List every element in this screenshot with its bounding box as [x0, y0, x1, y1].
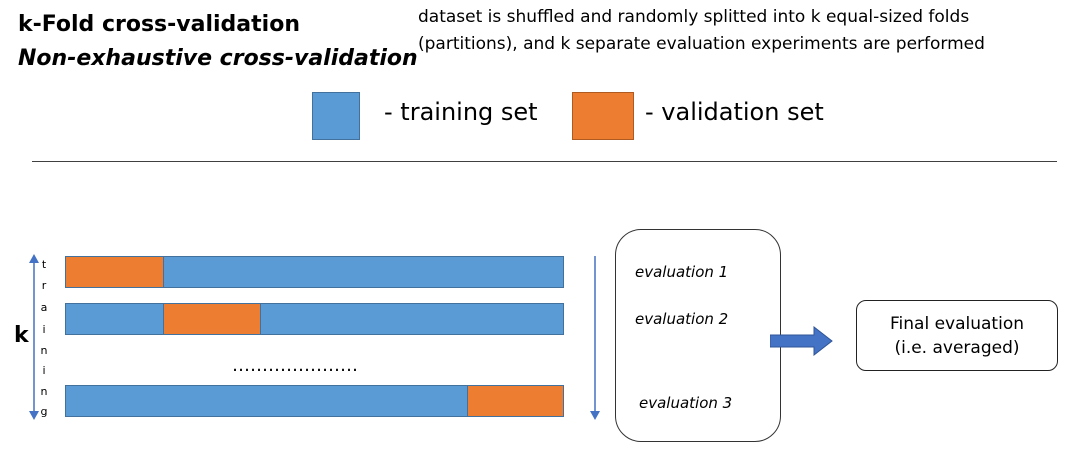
evaluation-2-label: evaluation 2	[635, 310, 729, 328]
final-evaluation-line-1: Final evaluation	[890, 313, 1024, 334]
fold-row-2	[65, 303, 564, 335]
training-folds	[261, 304, 563, 334]
vertical-letter: t	[41, 258, 47, 271]
legend-validation-label: - validation set	[645, 98, 824, 126]
fold-row-1	[65, 256, 564, 288]
ellipsis-dots: …………………	[232, 355, 358, 376]
right-arrow	[770, 326, 833, 356]
k-label: k	[14, 323, 29, 348]
legend-validation-swatch	[572, 92, 634, 140]
vertical-letter: i	[42, 323, 46, 336]
evaluation-1-label: evaluation 1	[635, 263, 729, 281]
validation-fold	[163, 304, 261, 334]
evaluation-3-label: evaluation 3	[639, 394, 733, 412]
divider-line	[32, 161, 1057, 162]
legend-training-swatch	[312, 92, 360, 140]
vertical-letter: n	[40, 385, 48, 398]
validation-fold	[66, 257, 164, 287]
vertical-letter: r	[41, 279, 47, 292]
training-folds	[66, 304, 163, 334]
fold-row-k	[65, 385, 564, 417]
vertical-letter: n	[40, 344, 48, 357]
vertical-letter: i	[42, 364, 46, 377]
description-line-2: (partitions), and k separate evaluation …	[418, 34, 985, 54]
final-evaluation-line-2: (i.e. averaged)	[894, 337, 1020, 358]
description: dataset is shuffled and randomly splitte…	[418, 4, 985, 58]
training-folds	[164, 257, 563, 287]
training-axis-arrow	[29, 254, 39, 420]
subtitle: Non-exhaustive cross-validation	[18, 46, 418, 71]
down-arrow	[590, 256, 600, 420]
vertical-letter: a	[40, 301, 48, 314]
vertical-letter: g	[40, 405, 48, 418]
final-evaluation-box: Final evaluation (i.e. averaged)	[856, 300, 1058, 371]
title: k-Fold cross-validation	[18, 12, 300, 37]
legend-training-label: - training set	[384, 98, 538, 126]
training-folds	[66, 386, 467, 416]
description-line-1: dataset is shuffled and randomly splitte…	[418, 7, 970, 27]
validation-fold	[467, 386, 563, 416]
